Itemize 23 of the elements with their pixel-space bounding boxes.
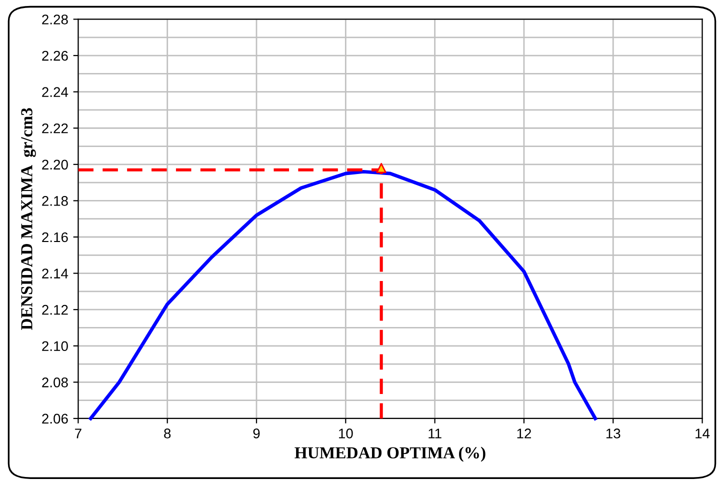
x-tick-label: 13: [606, 428, 620, 438]
x-axis-title: HUMEDAD OPTIMA (%): [294, 446, 486, 462]
y-tick-label: 2.16: [42, 232, 68, 242]
y-tick-label: 2.08: [42, 378, 68, 388]
line-series: [88, 170, 598, 420]
y-tick-label: 2.18: [42, 196, 68, 206]
x-tick-label: 14: [696, 428, 710, 438]
y-tick-label: 2.20: [42, 160, 68, 170]
y-tick-label: 2.12: [42, 304, 68, 315]
x-tick-label: 12: [517, 428, 531, 438]
y-tick-label: 2.22: [42, 123, 68, 134]
y-tick-label: 2.26: [42, 50, 68, 61]
y-tick-label: 2.28: [42, 14, 68, 24]
y-tick-label: 2.10: [42, 341, 68, 352]
y-tick-label: 2.24: [42, 87, 68, 97]
x-tick-label: 8: [164, 428, 171, 438]
y-tick-label: 2.06: [42, 414, 68, 424]
x-tick-label: 7: [75, 428, 82, 438]
x-tick-label: 9: [253, 428, 260, 438]
y-tick-label: 2.14: [42, 268, 68, 278]
x-tick-label: 10: [338, 428, 353, 438]
y-axis-title: DENSIDAD MAXIMA gr/cm3: [21, 108, 36, 330]
x-tick-label: 11: [428, 428, 442, 438]
